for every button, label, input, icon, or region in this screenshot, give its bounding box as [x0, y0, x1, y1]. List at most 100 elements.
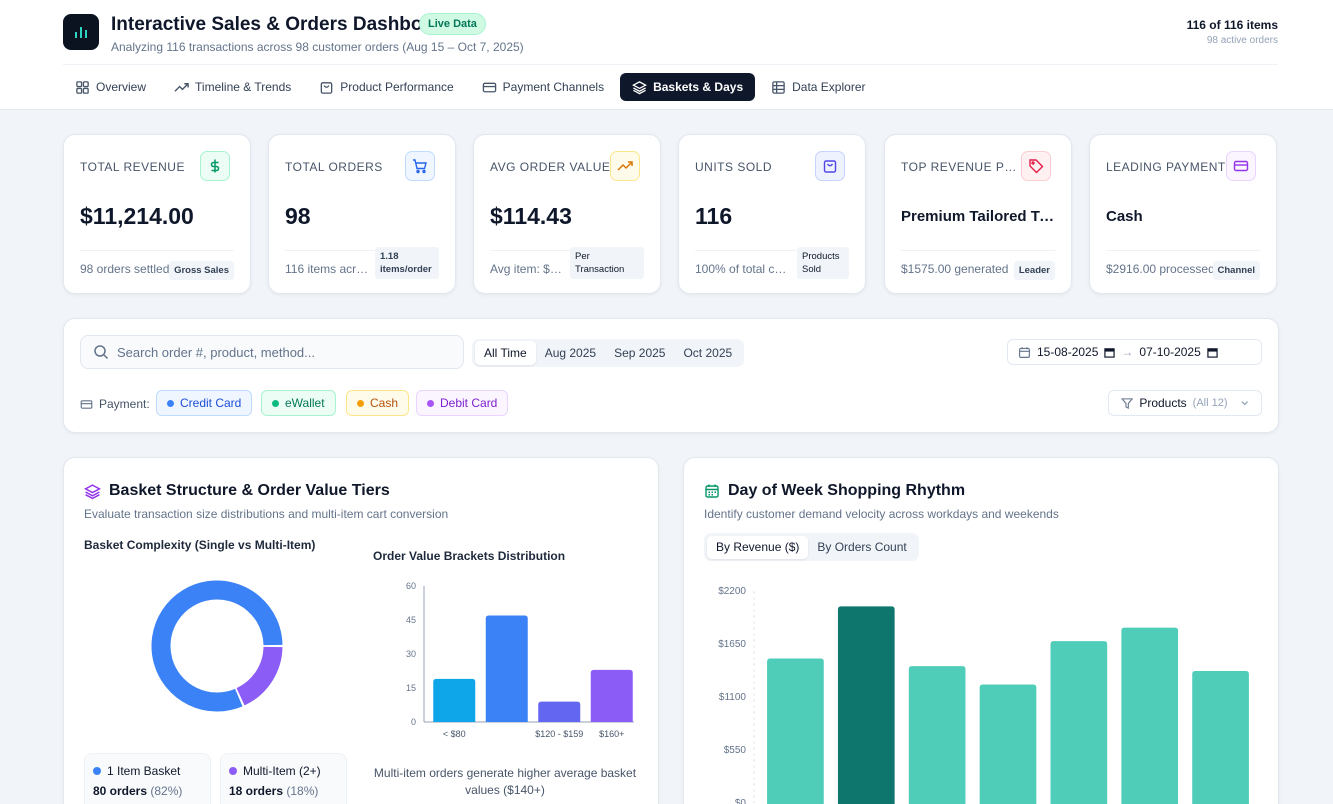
- panel-title-text: Day of Week Shopping Rhythm: [728, 482, 966, 499]
- day-bar[interactable]: [837, 606, 895, 804]
- panel-title-text: Basket Structure & Order Value Tiers: [109, 482, 390, 499]
- active-orders-count: 98 active orders: [1206, 35, 1278, 46]
- bracket-bar[interactable]: [538, 701, 581, 722]
- credit-card-icon: [482, 82, 496, 92]
- day-bar[interactable]: [979, 684, 1037, 804]
- date-range-arrow: →: [1121, 345, 1134, 359]
- toggle-by-orders-count[interactable]: By Orders Count: [817, 540, 907, 554]
- basket-complexity-title: Basket Complexity (Single vs Multi-Item): [84, 538, 316, 552]
- period-all-time[interactable]: All Time: [475, 341, 536, 365]
- tab-overview[interactable]: Overview: [63, 73, 158, 101]
- panel-title: Day of Week Shopping Rhythm: [704, 482, 965, 500]
- chevron-down-icon: [1240, 401, 1248, 406]
- donut-slice-single-item[interactable]: [151, 580, 283, 712]
- date-from-input[interactable]: 15-08-2025: [1037, 345, 1099, 359]
- layers-icon: [84, 483, 101, 499]
- day-bar[interactable]: [1192, 670, 1249, 804]
- tab-label: Data Explorer: [792, 80, 866, 94]
- day-bar[interactable]: [908, 666, 966, 804]
- legend-value: 80 orders (82%): [93, 784, 182, 798]
- tab-product-performance[interactable]: Product Performance: [307, 73, 465, 101]
- order-value-brackets-chart: 0 15 30 45 60 < $80 $120 - $159 $160+: [406, 581, 634, 739]
- legend-multi-item: Multi-Item (2+) 18 orders (18%): [220, 753, 347, 804]
- kpi-value: 98: [285, 203, 311, 229]
- kpi-leading-payment: LEADING PAYMENT Cash $2916.00 processed …: [1089, 134, 1277, 294]
- period-sep-2025[interactable]: Sep 2025: [614, 346, 666, 360]
- day-bar[interactable]: [1050, 641, 1108, 804]
- chip-dot: [357, 399, 364, 407]
- layers-icon: [632, 80, 648, 94]
- payment-chip-credit-card[interactable]: Credit Card: [156, 390, 253, 416]
- basket-complexity-donut: [151, 580, 283, 712]
- kpi-divider: [901, 250, 1055, 251]
- bracket-bar[interactable]: [433, 678, 476, 722]
- bag-icon: [815, 151, 845, 181]
- payment-chip-cash[interactable]: Cash: [346, 390, 410, 416]
- chip-label: Cash: [370, 396, 399, 410]
- tab-timeline-trends[interactable]: Timeline & Trends: [162, 73, 303, 101]
- y-tick-label: 30: [406, 649, 416, 659]
- tab-bar: Overview Timeline & Trends Product Perfo…: [63, 73, 878, 101]
- tab-data-explorer[interactable]: Data Explorer: [759, 73, 877, 101]
- legend-dot: [93, 767, 101, 775]
- bracket-bar[interactable]: [590, 669, 633, 722]
- day-of-week-panel: Day of Week Shopping Rhythm Identify cus…: [683, 457, 1279, 804]
- filter-panel: All Time Aug 2025 Sep 2025 Oct 2025 15-0…: [63, 318, 1279, 433]
- payment-chip-ewallet[interactable]: eWallet: [261, 390, 336, 416]
- calendar-icon: [1019, 346, 1030, 358]
- y-tick-label: $0: [735, 798, 747, 804]
- kpi-label: LEADING PAYMENT: [1106, 160, 1226, 174]
- kpi-top-revenue-product: TOP REVENUE PRODUCT Premium Tailored Tro…: [884, 134, 1072, 294]
- y-tick-label: 15: [406, 683, 416, 693]
- kpi-value: $11,214.00: [80, 203, 194, 229]
- kpi-footnote: $1575.00 generated: [901, 262, 1009, 276]
- bar-chart-icon: [75, 27, 87, 38]
- kpi-footnote: 116 items across 98 orders: [285, 262, 373, 276]
- period-aug-2025[interactable]: Aug 2025: [544, 346, 597, 360]
- toggle-by-revenue[interactable]: By Revenue ($): [707, 535, 809, 559]
- kpi-tag: Leader: [1013, 261, 1055, 280]
- calendar-picker-icon[interactable]: [1207, 347, 1218, 358]
- kpi-label: AVG ORDER VALUE: [490, 160, 611, 174]
- tag-icon: [1021, 151, 1051, 181]
- kpi-label: TOTAL REVENUE: [80, 160, 185, 174]
- panel-subtitle: Evaluate transaction size distributions …: [84, 507, 449, 521]
- donut-slice-multi-item[interactable]: [236, 646, 283, 706]
- y-tick-label: 45: [406, 615, 416, 625]
- date-to-input[interactable]: 07-10-2025: [1139, 345, 1201, 359]
- kpi-divider: [490, 250, 644, 251]
- calendar-icon: [705, 484, 719, 498]
- kpi-avg-order-value: AVG ORDER VALUE $114.43 Avg item: $96.67…: [473, 134, 661, 294]
- tab-label: Product Performance: [340, 80, 454, 94]
- tab-label: Baskets & Days: [653, 80, 744, 94]
- trend-line-icon: [174, 82, 189, 92]
- kpi-value: 116: [695, 203, 733, 229]
- search-box: [80, 335, 464, 369]
- kpi-total-orders: TOTAL ORDERS 98 116 items across 98 orde…: [268, 134, 456, 294]
- trending-up-icon: [610, 151, 640, 181]
- day-bar[interactable]: [767, 658, 824, 804]
- items-count: 116 of 116 items: [1186, 18, 1278, 32]
- calendar-picker-icon[interactable]: [1104, 347, 1116, 358]
- tab-payment-channels[interactable]: Payment Channels: [470, 73, 616, 101]
- bracket-bar[interactable]: [485, 615, 528, 722]
- tab-baskets-days[interactable]: Baskets & Days: [620, 73, 756, 101]
- products-label: Products: [1139, 396, 1187, 410]
- app-header: Interactive Sales & Orders Dashboard Liv…: [0, 0, 1333, 110]
- kpi-units-sold: UNITS SOLD 116 100% of total catalog Pro…: [678, 134, 866, 294]
- products-filter-dropdown[interactable]: Products (All 12): [1108, 390, 1262, 416]
- search-input[interactable]: [117, 344, 447, 360]
- chip-dot: [167, 399, 174, 407]
- panel-title: Basket Structure & Order Value Tiers: [84, 482, 390, 500]
- day-bar[interactable]: [1121, 627, 1179, 804]
- payment-chip-debit-card[interactable]: Debit Card: [416, 390, 509, 416]
- basket-insight-note: Multi-item orders generate higher averag…: [373, 766, 637, 797]
- kpi-footnote: 100% of total catalog: [695, 262, 791, 276]
- period-oct-2025[interactable]: Oct 2025: [683, 346, 733, 360]
- tab-label: Timeline & Trends: [195, 80, 292, 94]
- chip-label: eWallet: [285, 396, 325, 410]
- legend-count: 80 orders: [93, 784, 148, 798]
- day-of-week-chart: $2200 $1650 $1100 $550 $0: [718, 586, 1249, 804]
- legend-name: Multi-Item (2+): [229, 764, 321, 778]
- x-tick-label: $160+: [599, 729, 624, 739]
